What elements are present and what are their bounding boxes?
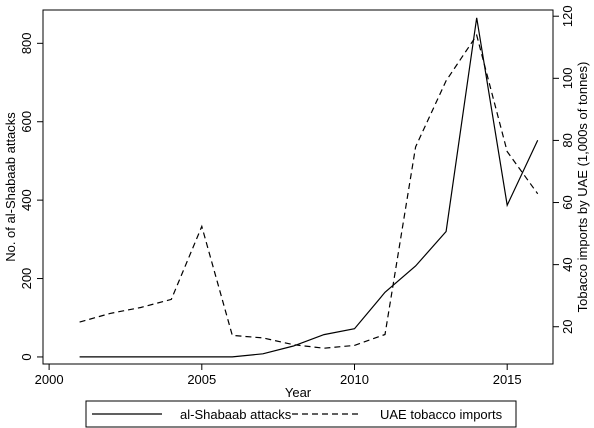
series-line-imports: [79, 33, 539, 349]
series-line-attacks: [79, 17, 539, 358]
y-left-tick-label: 200: [19, 268, 34, 290]
y-right-tick-label: 20: [560, 320, 575, 334]
x-tick-label: 2010: [340, 372, 369, 387]
legend-label-attacks: al-Shabaab attacks: [180, 407, 292, 422]
legend-box: [85, 400, 517, 428]
legend-label-imports: UAE tobacco imports: [380, 407, 503, 422]
series-layer: [79, 17, 539, 358]
y-right-tick-label: 60: [560, 195, 575, 209]
x-tick-label: 2000: [35, 372, 64, 387]
y-left-axis-title: No. of al-Shabaab attacks: [3, 112, 18, 262]
y-left-axis: 0 200 400 600 800: [19, 32, 43, 361]
y-left-tick-label: 800: [19, 32, 34, 54]
y-left-tick-label: 600: [19, 111, 34, 133]
plot-border: [42, 9, 554, 365]
y-right-tick-label: 120: [560, 5, 575, 27]
y-left-tick-label: 400: [19, 189, 34, 211]
x-axis: 2000 2005 2010 2015: [35, 364, 522, 387]
legend: al-Shabaab attacks UAE tobacco imports: [85, 400, 517, 428]
x-axis-title: Year: [285, 385, 312, 400]
x-tick-label: 2015: [493, 372, 522, 387]
y-right-tick-label: 40: [560, 257, 575, 271]
y-right-tick-label: 100: [560, 67, 575, 89]
x-tick-label: 2005: [187, 372, 216, 387]
plot-frame: [42, 9, 554, 365]
y-left-tick-label: 0: [19, 353, 34, 360]
y-right-axis-title: Tobacco imports by UAE (1,000s of tonnes…: [575, 62, 590, 313]
y-right-axis: 20 40 60 80 100 120: [553, 5, 575, 334]
y-right-tick-label: 80: [560, 133, 575, 147]
